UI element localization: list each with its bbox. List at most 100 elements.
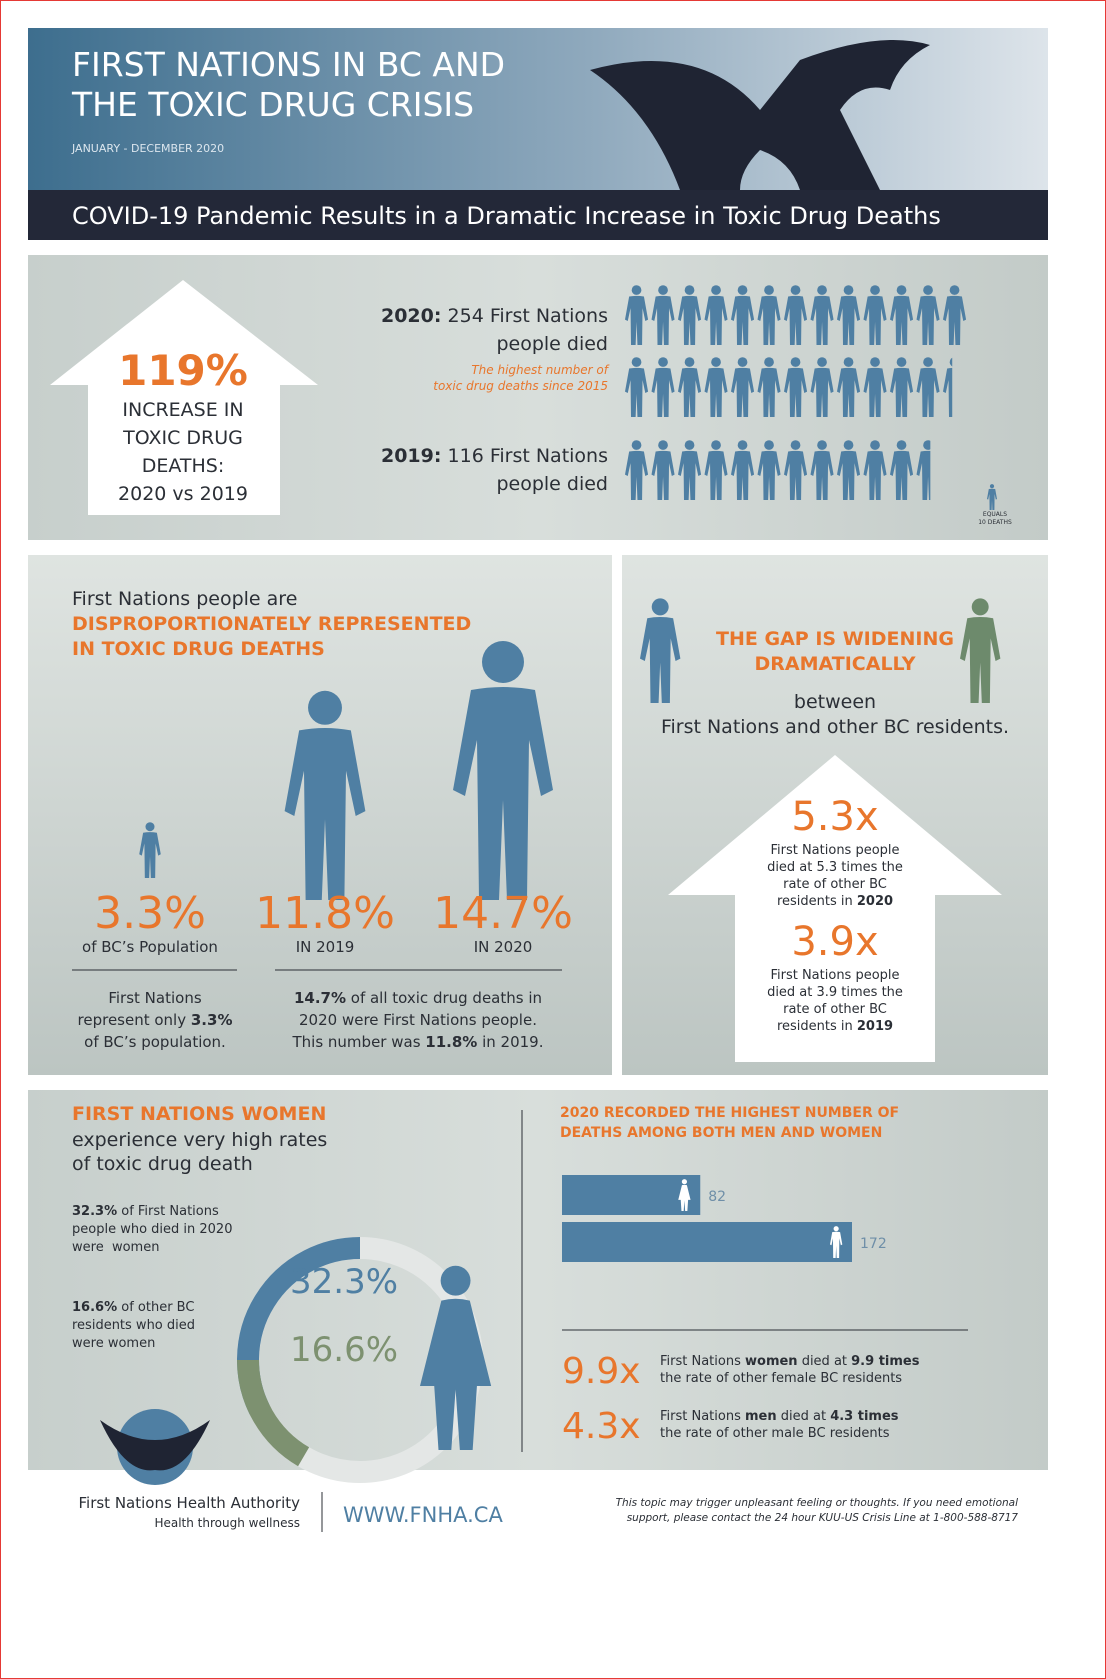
ratio-text: First Nations women died at 9.9 times <box>660 1354 920 1369</box>
ratio-text: 9.9 times <box>851 1354 920 1369</box>
head <box>482 641 524 683</box>
note: were women <box>72 1240 159 1255</box>
note: of all toxic drug deaths in <box>346 989 542 1007</box>
head <box>308 691 342 725</box>
ratio-text: died at <box>777 1409 831 1424</box>
org: First Nations Health Authority <box>78 1494 300 1512</box>
label: people died <box>496 473 608 495</box>
head <box>834 1226 839 1231</box>
note: This number was <box>292 1033 426 1051</box>
stat-label: IN 2019 <box>296 938 355 956</box>
stat-value: 11.8% <box>255 888 395 939</box>
headline: 2020 RECORDED THE HIGHEST NUMBER OF <box>560 1105 899 1121</box>
head <box>658 285 668 295</box>
disclaimer: support, please contact the 24 hour KUU-… <box>627 1512 1019 1524</box>
head <box>817 357 827 367</box>
rate-text: rate of other BC <box>783 1002 887 1017</box>
head <box>658 357 668 367</box>
increase-label: DEATHS: <box>142 455 225 477</box>
increase-label: 2020 vs 2019 <box>118 483 248 505</box>
ratio-text: 4.3 times <box>830 1409 899 1424</box>
headline: DEATHS AMONG BOTH MEN AND WOMEN <box>560 1125 882 1141</box>
year: 2020: <box>381 305 441 327</box>
head <box>817 440 827 450</box>
note-value: 16.6% <box>72 1300 117 1315</box>
label: people died <box>496 333 608 355</box>
head <box>685 285 695 295</box>
head <box>972 598 989 615</box>
headline: THE GAP IS WIDENING <box>716 628 954 650</box>
note: of other BC <box>117 1300 194 1315</box>
note: This number was 11.8% in 2019. <box>292 1033 544 1051</box>
increase-label: INCREASE IN <box>122 399 243 421</box>
ratio-text: First Nations men died at 4.3 times <box>660 1409 899 1424</box>
head <box>764 357 774 367</box>
head <box>897 285 907 295</box>
rate-year: 2020 <box>857 894 893 909</box>
note: in 2019. <box>477 1033 543 1051</box>
infographic: FIRST NATIONS IN BC AND THE TOXIC DRUG C… <box>0 0 1106 1679</box>
ratio-text: the rate of other female BC residents <box>660 1371 902 1386</box>
rate-text: First Nations people <box>770 843 899 858</box>
year: 2019: <box>381 445 441 467</box>
rate-text: residents in <box>777 894 857 909</box>
note-value: 14.7% <box>294 989 346 1007</box>
head <box>897 357 907 367</box>
head <box>652 598 669 615</box>
url[interactable]: WWW.FNHA.CA <box>343 1503 503 1527</box>
tagline: Health through wellness <box>154 1516 300 1530</box>
rate-text: rate of other BC <box>783 877 887 892</box>
head <box>897 440 907 450</box>
head <box>791 357 801 367</box>
head <box>632 285 642 295</box>
note: represent only 3.3% <box>78 1011 233 1029</box>
head <box>923 357 933 367</box>
head <box>844 440 854 450</box>
ratio-value: 4.3x <box>562 1406 641 1447</box>
ratio-text: First Nations <box>660 1354 745 1369</box>
label: First Nations <box>484 305 608 327</box>
rate-text: First Nations people <box>770 968 899 983</box>
head <box>711 357 721 367</box>
subtitle: COVID-19 Pandemic Results in a Dramatic … <box>72 202 941 230</box>
title: FIRST NATIONS IN BC AND <box>72 45 505 84</box>
note: The highest number of <box>471 363 609 377</box>
stat-label: IN 2020 <box>474 938 533 956</box>
note: 32.3% of First Nations <box>72 1204 219 1219</box>
donut-label: 32.3% <box>290 1262 398 1302</box>
rate-text: died at 3.9 times the <box>767 985 903 1000</box>
head <box>685 357 695 367</box>
note-value: 32.3% <box>72 1204 117 1219</box>
date: JANUARY - DECEMBER 2020 <box>71 142 224 155</box>
note: of BC’s population. <box>84 1033 226 1051</box>
ratio-text: First Nations <box>660 1409 745 1424</box>
head <box>711 440 721 450</box>
page: FIRST NATIONS IN BC AND THE TOXIC DRUG C… <box>0 0 1106 1679</box>
head <box>711 285 721 295</box>
head <box>844 357 854 367</box>
note: represent only <box>78 1011 191 1029</box>
stat-label: of BC’s Population <box>82 938 218 956</box>
head <box>844 285 854 295</box>
ratio-text: men <box>745 1409 777 1424</box>
head <box>682 1179 687 1184</box>
rate-text: died at 3.9 times the <box>767 985 903 1000</box>
rate-text: rate of other BC <box>783 1002 887 1017</box>
head <box>950 285 960 295</box>
stat-value: 14.7% <box>433 888 573 939</box>
note: 16.6% of other BC <box>72 1300 194 1315</box>
note: 2020 were First Nations people. <box>299 1011 537 1029</box>
bar-label: 172 <box>860 1236 887 1252</box>
head <box>145 822 154 831</box>
note: were women <box>72 1336 155 1351</box>
head <box>791 285 801 295</box>
note: First Nations <box>108 989 201 1007</box>
label: First Nations <box>484 445 608 467</box>
note-value: 3.3% <box>191 1011 233 1029</box>
between: between <box>794 691 876 713</box>
head <box>923 285 933 295</box>
head <box>738 440 748 450</box>
rate-text: First Nations people <box>770 843 899 858</box>
ratio-value: 9.9x <box>562 1351 641 1392</box>
note: residents who died <box>72 1318 195 1333</box>
